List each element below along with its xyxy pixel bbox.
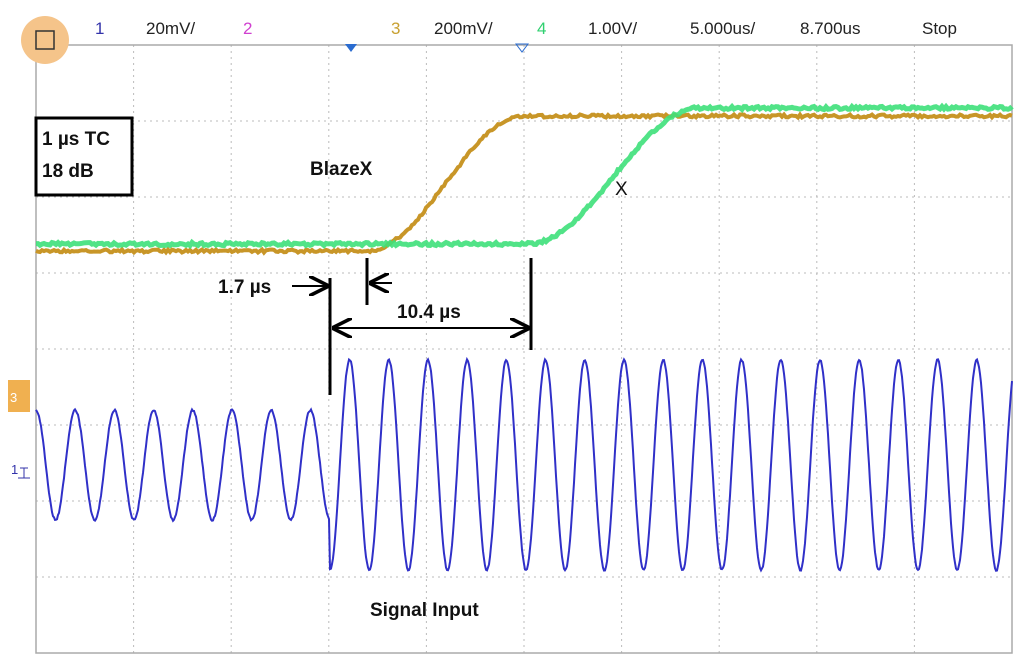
- long-delay-label: 10.4 µs: [397, 302, 461, 323]
- ch1-marker-label: 1: [11, 462, 18, 477]
- delay: 8.700us: [800, 19, 861, 38]
- ch1-scale: 20mV/: [146, 19, 195, 38]
- ch1-label[interactable]: 1: [95, 19, 104, 38]
- ch4-label[interactable]: 4: [537, 19, 546, 38]
- menu-button[interactable]: [21, 16, 69, 64]
- timebase: 5.000us/: [690, 19, 755, 38]
- run-status[interactable]: Stop: [922, 19, 957, 38]
- ch3-label[interactable]: 3: [391, 19, 400, 38]
- ch3-scale: 200mV/: [434, 19, 493, 38]
- box-line: 1 µs TC: [42, 129, 110, 150]
- blazex-label: BlazeX: [310, 159, 373, 180]
- short-delay-label: 1.7 µs: [218, 277, 271, 298]
- ch3-marker-label: 3: [10, 390, 17, 405]
- x-label: X: [615, 179, 628, 200]
- signal-label: Signal Input: [370, 600, 479, 621]
- ch4-scale: 1.00V/: [588, 19, 637, 38]
- scope-screen: 1 20mV/ 2 3 200mV/ 4 1.00V/ 5.000us/ 8.7…: [0, 0, 1017, 657]
- ch2-label[interactable]: 2: [243, 19, 252, 38]
- box-line: 18 dB: [42, 161, 94, 182]
